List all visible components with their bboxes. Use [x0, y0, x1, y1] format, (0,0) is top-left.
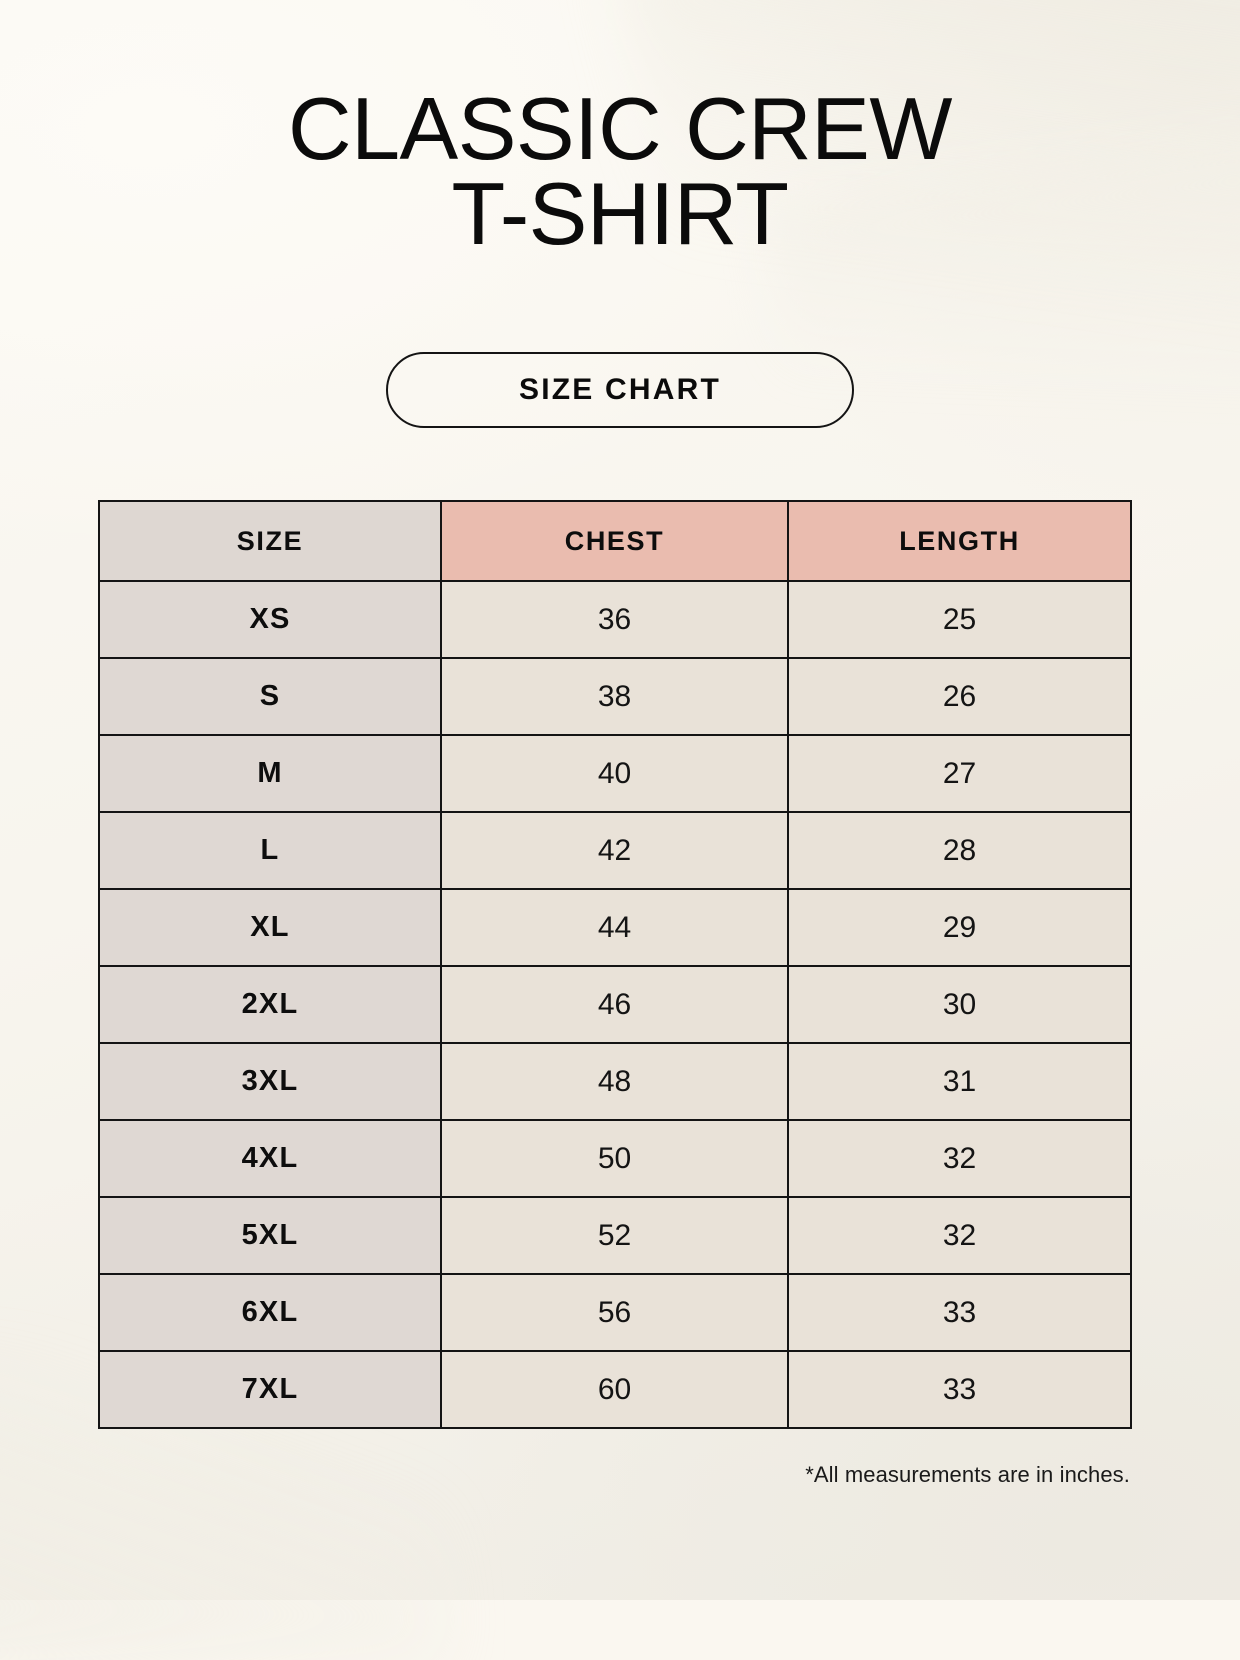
size-chart-table: SIZE CHEST LENGTH XS 36 25 S 38 26 M	[98, 500, 1132, 1429]
product-title: CLASSIC CREW T-SHIRT	[0, 85, 1240, 264]
product-title-line-2: T-SHIRT	[451, 164, 789, 264]
size-chart-badge: SIZE CHART	[386, 352, 854, 428]
cell-size: 3XL	[98, 1042, 442, 1121]
cell-size: L	[98, 811, 442, 890]
product-title-line-1: CLASSIC CREW	[288, 79, 952, 178]
page-title: CLASSIC CREW T-SHIRT	[0, 85, 1240, 264]
table-header: SIZE CHEST LENGTH	[98, 500, 1132, 582]
cell-length: 25	[787, 580, 1132, 659]
table-row: S 38 26	[98, 657, 1132, 736]
cell-length: 29	[787, 888, 1132, 967]
cell-size: 6XL	[98, 1273, 442, 1352]
cell-chest: 48	[440, 1042, 789, 1121]
cell-chest: 40	[440, 734, 789, 813]
cell-length: 28	[787, 811, 1132, 890]
table-row: L 42 28	[98, 811, 1132, 890]
cell-size: M	[98, 734, 442, 813]
cell-length: 33	[787, 1273, 1132, 1352]
column-header-chest: CHEST	[440, 500, 789, 582]
cell-length: 33	[787, 1350, 1132, 1429]
cell-size: 2XL	[98, 965, 442, 1044]
cell-size: XS	[98, 580, 442, 659]
table-row: XS 36 25	[98, 580, 1132, 659]
cell-chest: 36	[440, 580, 789, 659]
cell-chest: 52	[440, 1196, 789, 1275]
cell-size: 4XL	[98, 1119, 442, 1198]
table-row: XL 44 29	[98, 888, 1132, 967]
cell-length: 31	[787, 1042, 1132, 1121]
table-row: 6XL 56 33	[98, 1273, 1132, 1352]
cell-chest: 44	[440, 888, 789, 967]
table-row: 5XL 52 32	[98, 1196, 1132, 1275]
table-header-row: SIZE CHEST LENGTH	[98, 500, 1132, 582]
cell-chest: 42	[440, 811, 789, 890]
table-row: 4XL 50 32	[98, 1119, 1132, 1198]
cell-chest: 56	[440, 1273, 789, 1352]
cell-chest: 38	[440, 657, 789, 736]
cell-size: XL	[98, 888, 442, 967]
cell-length: 27	[787, 734, 1132, 813]
table-row: M 40 27	[98, 734, 1132, 813]
table-row: 3XL 48 31	[98, 1042, 1132, 1121]
size-chart-table-container: SIZE CHEST LENGTH XS 36 25 S 38 26 M	[98, 500, 1132, 1429]
cell-size: S	[98, 657, 442, 736]
cell-chest: 60	[440, 1350, 789, 1429]
cell-length: 32	[787, 1196, 1132, 1275]
cell-length: 30	[787, 965, 1132, 1044]
cell-chest: 46	[440, 965, 789, 1044]
table-row: 2XL 46 30	[98, 965, 1132, 1044]
column-header-length: LENGTH	[787, 500, 1132, 582]
column-header-size: SIZE	[98, 500, 442, 582]
cell-length: 26	[787, 657, 1132, 736]
size-chart-badge-container: SIZE CHART	[0, 352, 1240, 428]
cell-size: 5XL	[98, 1196, 442, 1275]
cell-chest: 50	[440, 1119, 789, 1198]
size-chart-page: CLASSIC CREW T-SHIRT SIZE CHART SIZE CHE…	[0, 85, 1240, 1487]
size-chart-badge-label: SIZE CHART	[519, 373, 721, 406]
table-body: XS 36 25 S 38 26 M 40 27 L 42 28	[98, 580, 1132, 1429]
cell-size: 7XL	[98, 1350, 442, 1429]
table-row: 7XL 60 33	[98, 1350, 1132, 1429]
cell-length: 32	[787, 1119, 1132, 1198]
measurements-note: *All measurements are in inches.	[805, 1462, 1130, 1487]
